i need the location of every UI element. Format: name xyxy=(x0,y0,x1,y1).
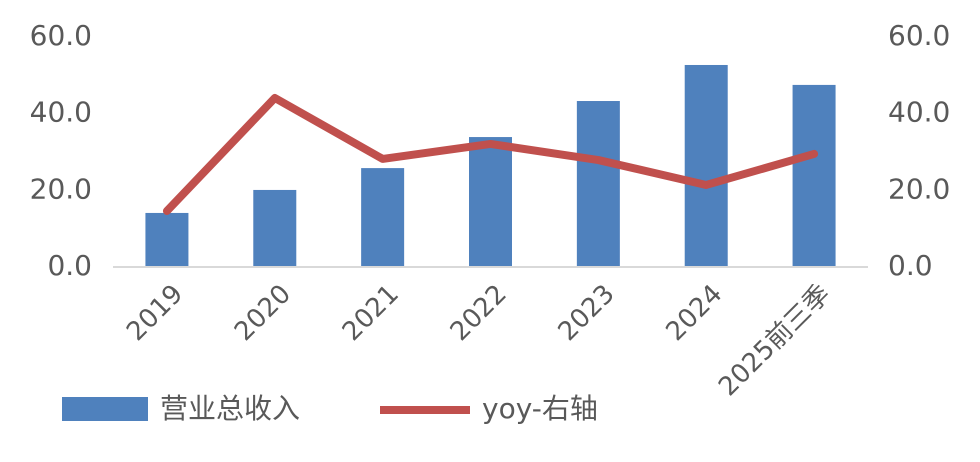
bar xyxy=(576,101,620,268)
y2-tick-label: 20.0 xyxy=(888,172,950,205)
y2-tick-label: 40.0 xyxy=(888,96,950,129)
y2-tick-label: 60.0 xyxy=(888,19,950,52)
bar xyxy=(469,137,512,267)
line xyxy=(162,93,819,216)
legend-swatch xyxy=(62,397,148,421)
x-tick-label: 2024 xyxy=(660,279,728,347)
bar xyxy=(253,189,297,267)
y-tick-label: 0.0 xyxy=(47,249,92,282)
bar xyxy=(792,84,836,268)
x-tick-label: 2025前三季 xyxy=(713,279,836,402)
y-tick-label: 20.0 xyxy=(30,172,92,205)
bar xyxy=(145,212,189,267)
x-tick-label: 2020 xyxy=(229,279,297,347)
legend-label: 营业总收入 xyxy=(160,392,300,425)
legend-label: yoy-右轴 xyxy=(482,392,598,425)
y2-tick-label: 0.0 xyxy=(888,249,933,282)
x-tick-label: 2023 xyxy=(553,279,621,347)
y-tick-label: 60.0 xyxy=(30,19,92,52)
x-tick-label: 2019 xyxy=(121,279,189,347)
x-tick-label: 2021 xyxy=(337,279,405,347)
bar xyxy=(684,64,728,267)
bar xyxy=(361,168,405,267)
y-tick-label: 40.0 xyxy=(30,96,92,129)
x-tick-label: 2022 xyxy=(445,279,513,347)
